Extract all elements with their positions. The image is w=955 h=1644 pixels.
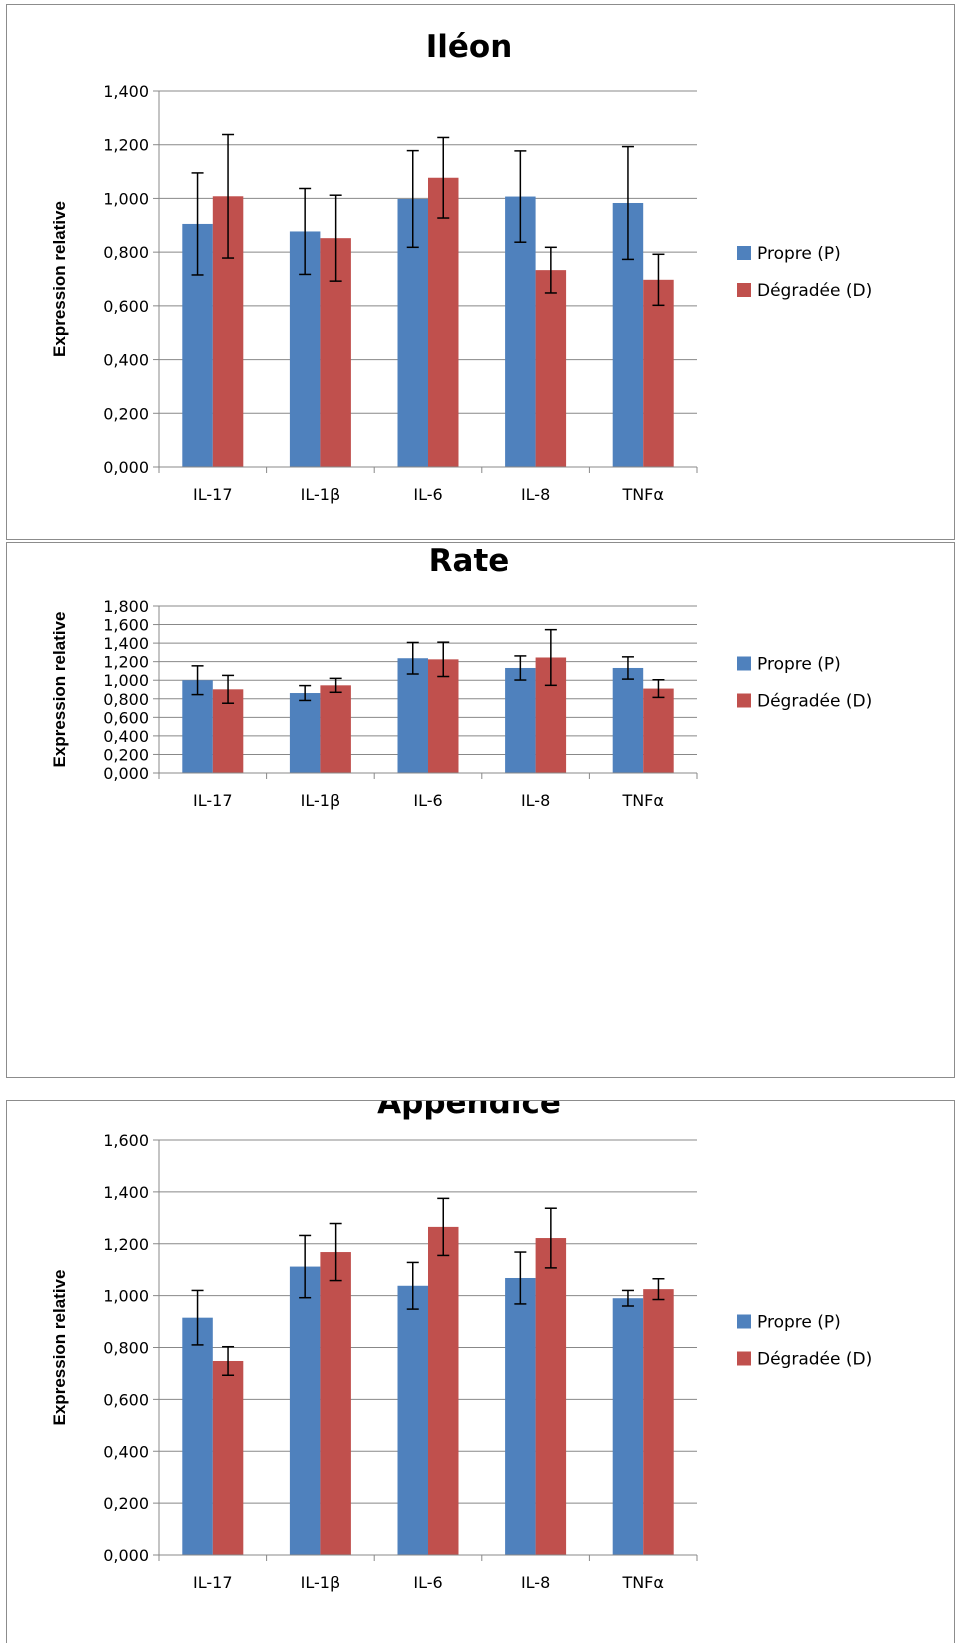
- legend-swatch: [737, 283, 751, 297]
- legend-swatch: [737, 1351, 751, 1366]
- bar-degradee-TNFα: [643, 1289, 674, 1555]
- x-tick-label: IL-1β: [301, 1573, 341, 1592]
- y-tick-label: 1,200: [103, 1235, 149, 1254]
- x-tick-label: TNFα: [621, 485, 664, 504]
- chart-rate: Rate0,0000,2000,4000,6000,8001,0001,2001…: [50, 543, 872, 810]
- bar-degradee-IL-6: [428, 659, 459, 773]
- y-tick-label: 0,800: [103, 690, 149, 709]
- y-tick-label: 0,600: [103, 708, 149, 727]
- y-tick-label: 0,200: [103, 745, 149, 764]
- bar-degradee-IL-6: [428, 177, 459, 467]
- y-tick-label: 1,600: [103, 616, 149, 635]
- y-tick-label: 0,600: [103, 297, 149, 316]
- x-tick-label: IL-6: [413, 791, 442, 810]
- chart-appendice: Appendice 0,000 0,200 0,400 0,600 0,800 1,000 1…: [50, 1101, 872, 1592]
- y-tick-label: 1,400: [103, 82, 149, 101]
- y-tick-label: 0,000: [103, 1546, 149, 1565]
- bar-propre-IL-6: [397, 1285, 428, 1555]
- x-tick-label: IL-6: [413, 485, 442, 504]
- bar-propre-IL-1β: [289, 693, 321, 773]
- x-tick-label: IL-8: [521, 485, 550, 504]
- x-tick-label: IL-17: [193, 1573, 232, 1592]
- y-tick-label: 0,200: [103, 404, 149, 423]
- y-tick-label: 1,000: [103, 671, 149, 690]
- legend-swatch: [737, 693, 751, 708]
- bar-propre-TNFα: [612, 1298, 644, 1555]
- y-tick-label: 0,400: [103, 727, 149, 746]
- x-tick-label: IL-6: [413, 1573, 442, 1592]
- y-tick-label: 1,600: [103, 1131, 149, 1150]
- legend-swatch: [737, 1314, 751, 1329]
- chart-panel-appendice: Appendice 0,000 0,200 0,400 0,600 0,800 1,000 1…: [6, 1100, 955, 1643]
- legend-swatch: [737, 656, 751, 671]
- bar-propre-TNFα: [612, 667, 644, 773]
- bar-degradee-IL-8: [535, 270, 567, 467]
- legend-swatch: [737, 246, 751, 260]
- x-tick-label: TNFα: [621, 791, 664, 810]
- y-axis-label: Expression relative: [50, 201, 69, 357]
- x-tick-label: IL-8: [521, 791, 550, 810]
- x-tick-label: IL-17: [193, 791, 232, 810]
- legend-entry: Propre (P): [757, 244, 841, 264]
- y-tick-label: 1,200: [103, 136, 149, 155]
- chart-panel-ileon: Iléon 0,000 0,200 0,400 0,600 0,800 1,000 1,200…: [6, 4, 955, 540]
- bar-degradee-IL-17: [212, 1360, 244, 1555]
- x-tick-label: TNFα: [621, 1573, 664, 1592]
- legend-entry: Dégradée (D): [757, 281, 872, 301]
- bar-propre-IL-8: [505, 1277, 536, 1555]
- x-tick-label: IL-1β: [301, 791, 341, 810]
- y-tick-label: 1,200: [103, 653, 149, 672]
- y-tick-label: 0,800: [103, 1339, 149, 1358]
- y-tick-label: 0,400: [103, 1442, 149, 1461]
- legend-entry: Propre (P): [757, 655, 841, 675]
- y-tick-label: 0,600: [103, 1390, 149, 1409]
- x-tick-label: IL-1β: [301, 485, 341, 504]
- bar-propre-IL-17: [182, 680, 213, 773]
- chart-title: Appendice: [377, 1101, 561, 1121]
- chart-title: Rate: [429, 543, 510, 579]
- y-tick-label: 1,000: [103, 1287, 149, 1306]
- bar-degradee-IL-6: [428, 1226, 459, 1555]
- bar-propre-IL-1β: [289, 1266, 321, 1555]
- y-tick-label: 0,800: [103, 243, 149, 262]
- y-tick-label: 0,200: [103, 1494, 149, 1513]
- y-axis-label: Expression relative: [50, 612, 69, 768]
- legend-entry: Dégradée (D): [757, 692, 872, 712]
- bar-propre-IL-8: [505, 667, 536, 773]
- chart-ileon: Iléon 0,000 0,200 0,400 0,600 0,800 1,000 1,200…: [50, 29, 872, 504]
- y-tick-label: 1,800: [103, 597, 149, 616]
- y-tick-label: 0,000: [103, 764, 149, 783]
- bar-degradee-TNFα: [643, 688, 674, 773]
- y-tick-label: 0,400: [103, 351, 149, 370]
- y-tick-label: 1,000: [103, 189, 149, 208]
- bar-degradee-TNFα: [643, 279, 674, 467]
- bar-degradee-IL-1β: [320, 685, 351, 773]
- bar-propre-IL-6: [397, 658, 428, 773]
- chart-panel-rate: Rate 0,000 0,200 0,400 0,600 0,800 1,000 1,200 1…: [6, 542, 955, 1078]
- y-tick-label: 1,400: [103, 1183, 149, 1202]
- legend-entry: Propre (P): [757, 1313, 841, 1333]
- bar-propre-IL-17: [182, 1317, 213, 1555]
- chart-title: Iléon: [426, 29, 513, 65]
- bar-degradee-IL-8: [535, 1238, 567, 1555]
- y-tick-label: 1,400: [103, 634, 149, 653]
- x-tick-label: IL-8: [521, 1573, 550, 1592]
- x-tick-label: IL-17: [193, 485, 232, 504]
- legend-entry: Dégradée (D): [757, 1350, 872, 1370]
- y-tick-label: 0,000: [103, 458, 149, 477]
- bar-degradee-IL-1β: [320, 1252, 351, 1555]
- y-axis-label: Expression relative: [50, 1270, 69, 1426]
